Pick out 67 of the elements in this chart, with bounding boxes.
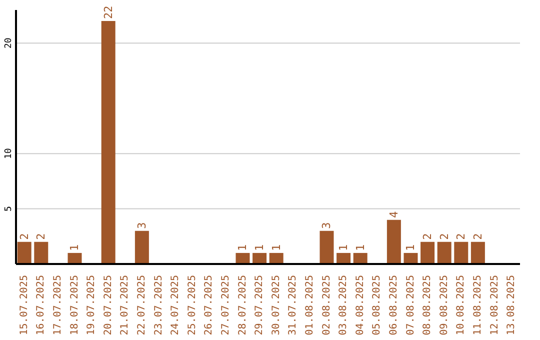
x-tick-label: 25.07.2025 [186,275,198,336]
data-label: 2 [421,233,434,240]
x-tick-label: 05.08.2025 [372,275,383,336]
data-label: 2 [471,233,484,240]
x-tick-label: 27.07.2025 [220,275,232,336]
data-label: 2 [454,233,468,240]
bar [34,242,48,264]
y-tick-label: 10 [4,148,14,159]
y-tick-label: 5 [4,206,14,212]
bar [252,252,267,264]
x-tick-label: 17.07.2025 [52,275,64,336]
data-label: 1 [404,244,418,251]
x-tick-label: 09.08.2025 [438,275,450,336]
bar [353,252,368,264]
x-tick-label: 22.07.2025 [136,275,148,336]
bar [320,230,334,264]
x-tick-label: 03.08.2025 [338,275,350,336]
bar [101,21,116,264]
bar [454,242,468,264]
data-label: 2 [34,233,48,240]
x-tick-label: 02.08.2025 [321,275,332,336]
bar [236,252,250,264]
bar [269,252,284,264]
x-tick-label: 06.08.2025 [388,275,400,336]
x-tick-label: 26.07.2025 [204,275,215,336]
bar [336,252,351,264]
x-tick-label: 31.07.2025 [288,275,299,336]
x-tick-label: 30.07.2025 [270,275,282,336]
data-label: 3 [320,222,334,229]
data-label: 22 [102,6,115,20]
x-tick-label: 15.07.2025 [18,275,30,336]
x-tick-label: 16.07.2025 [36,275,47,336]
x-tick-label: 12.08.2025 [489,275,500,336]
data-label: 2 [18,233,31,240]
x-tick-label: 07.08.2025 [405,275,416,336]
bar [420,242,435,264]
bar [404,252,418,264]
x-tick-label: 20.07.2025 [102,275,114,336]
data-label: 1 [337,244,350,251]
x-tick-label: 19.07.2025 [86,275,98,336]
bar [437,242,452,264]
bar [68,252,82,264]
data-label: 1 [354,244,367,251]
x-tick-label: 21.07.2025 [120,275,131,336]
data-label: 1 [68,244,82,251]
x-tick-label: 04.08.2025 [354,275,366,336]
x-tick-label: 13.08.2025 [506,275,518,336]
bar [17,242,32,264]
x-tick-label: 28.07.2025 [237,275,248,336]
bar [134,230,149,264]
data-label: 3 [135,222,148,229]
y-tick-label: 20 [4,38,14,49]
x-tick-label: 24.07.2025 [170,275,182,336]
data-label: 1 [236,244,250,251]
data-label: 1 [253,244,266,251]
x-tick-label: 01.08.2025 [304,275,316,336]
x-tick-label: 10.08.2025 [456,275,467,336]
bar [386,220,401,264]
x-tick-label: 11.08.2025 [472,275,484,336]
data-label: 1 [270,244,283,251]
data-label: 2 [438,233,451,240]
x-tick-label: 18.07.2025 [69,275,80,336]
x-tick-label: 23.07.2025 [153,275,164,336]
x-tick-label: 08.08.2025 [422,275,434,336]
data-label: 4 [387,210,400,218]
x-tick-label: 29.07.2025 [254,275,266,336]
bar [470,242,485,264]
